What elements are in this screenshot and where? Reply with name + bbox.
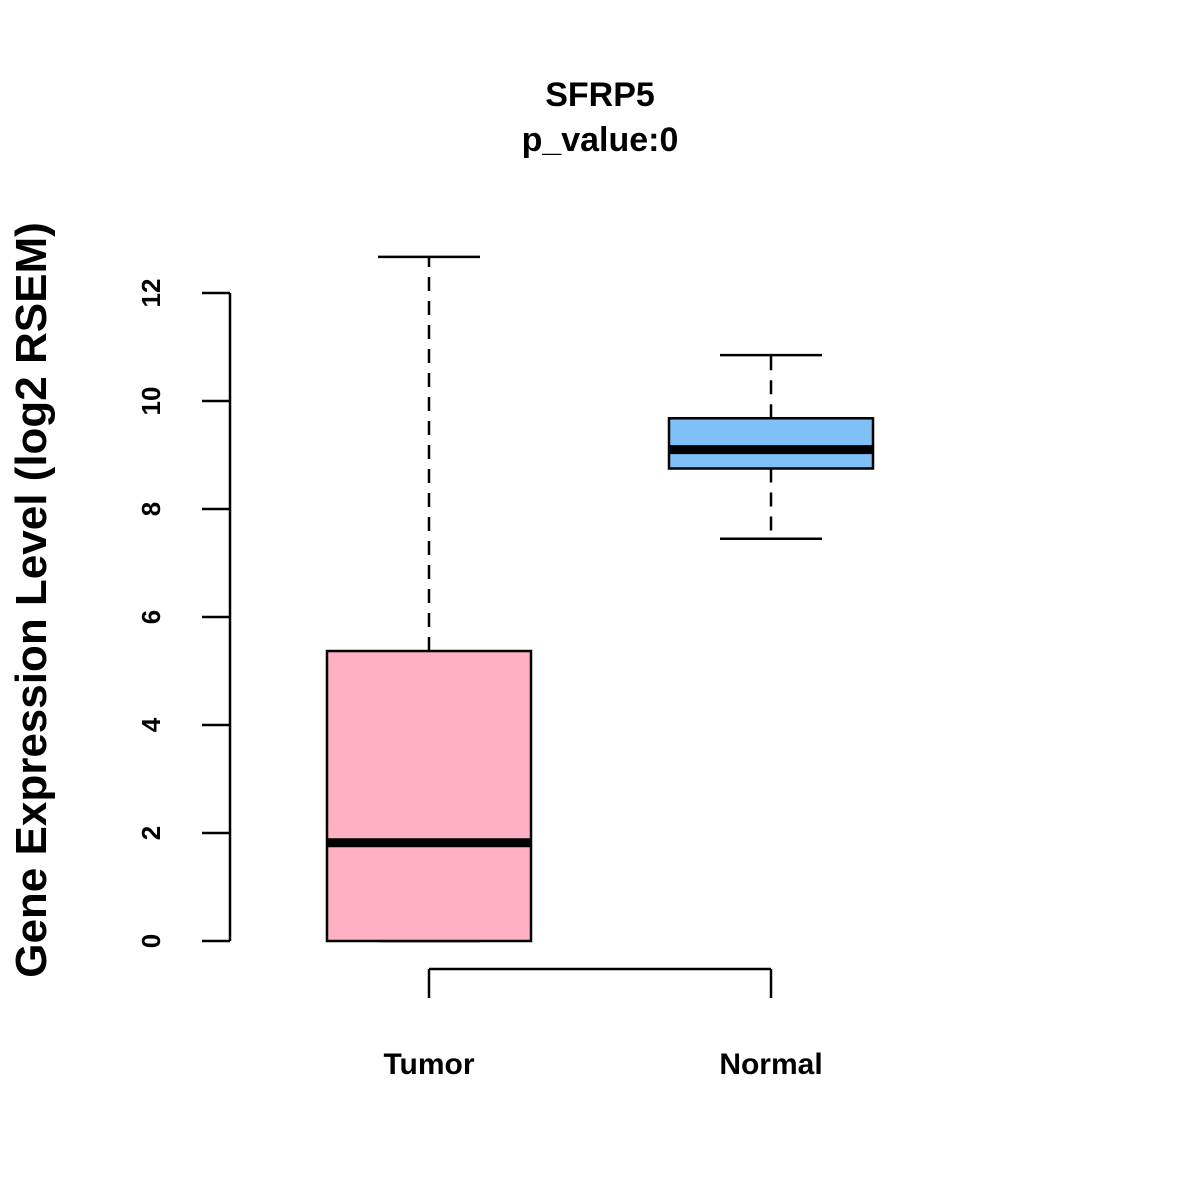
box-normal xyxy=(667,353,875,540)
y-tick-label-12: 12 xyxy=(136,279,166,308)
box-rect-normal xyxy=(667,417,875,470)
y-tick-label-2: 2 xyxy=(136,826,166,840)
y-tick-label-8: 8 xyxy=(136,502,166,516)
chart-subtitle: p_value:0 xyxy=(522,121,679,159)
y-axis-label: Gene Expression Level (log2 RSEM) xyxy=(7,222,56,978)
x-tick-label-normal: Normal xyxy=(719,1048,822,1081)
y-tick-label-10: 10 xyxy=(136,387,166,416)
box-tumor xyxy=(325,255,533,943)
y-tick-label-6: 6 xyxy=(136,610,166,624)
x-tick-label-tumor: Tumor xyxy=(383,1048,474,1081)
y-axis: 0 2 4 6 8 10 12 xyxy=(136,279,232,948)
x-axis: Tumor Normal xyxy=(383,967,823,1081)
y-tick-label-0: 0 xyxy=(136,934,166,948)
chart-title: SFRP5 xyxy=(545,76,655,114)
box-rect-tumor xyxy=(325,649,533,943)
y-tick-label-4: 4 xyxy=(136,717,166,732)
boxes-group xyxy=(325,255,875,943)
